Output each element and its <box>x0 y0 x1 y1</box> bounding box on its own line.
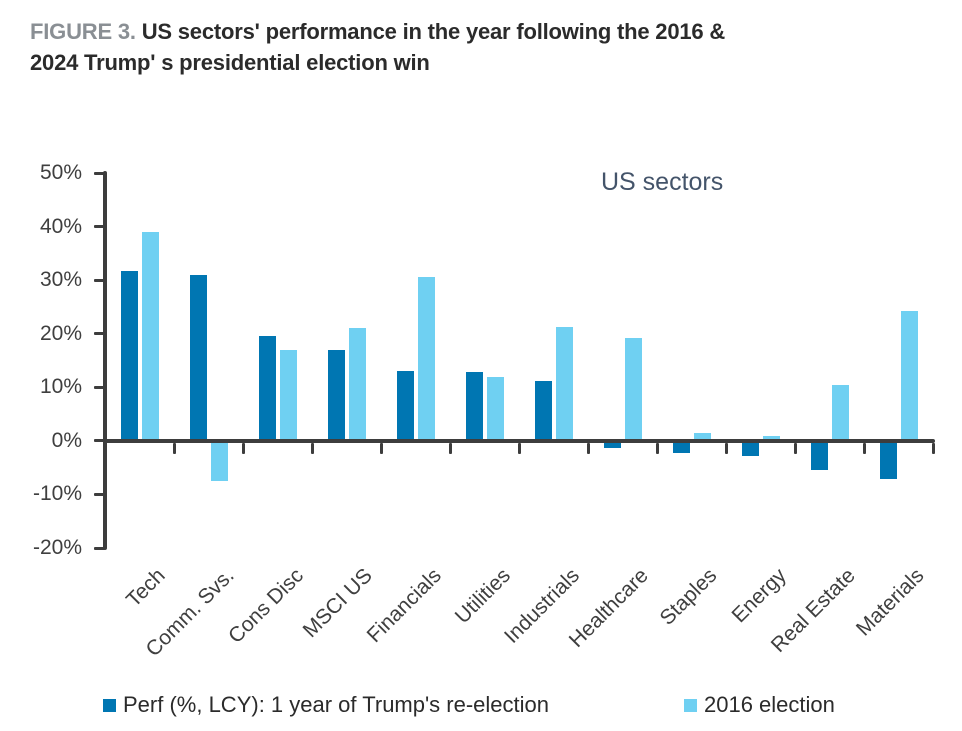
bar-materials-2016 <box>900 310 918 441</box>
y-tick-label-20: 20% <box>39 321 82 345</box>
x-tick-10 <box>793 442 797 454</box>
bar-utilities-2016 <box>486 376 504 441</box>
x-tick-6 <box>517 442 521 454</box>
bar-materials-reelection <box>879 440 897 480</box>
x-tick-3 <box>310 442 314 454</box>
legend-label-reelection: Perf (%, LCY): 1 year of Trump's re-elec… <box>123 692 550 717</box>
y-tick-20 <box>94 332 105 336</box>
bar-msci-us-reelection <box>327 349 345 441</box>
figure-title: FIGURE 3. US sectors' performance in the… <box>30 16 935 78</box>
x-category-label-materials: Materials <box>852 564 929 641</box>
y-tick-label--10: -10% <box>32 482 82 506</box>
legend-item-reelection: Perf (%, LCY): 1 year of Trump's re-elec… <box>103 692 549 718</box>
figure-title-line1: US sectors' performance in the year foll… <box>141 19 726 44</box>
x-category-label-cons-disc: Cons Disc <box>223 564 308 648</box>
bar-msci-us-2016 <box>348 328 366 441</box>
bar-energy-reelection <box>741 440 759 456</box>
figure-title-line2: 2024 Trump' s presidential election win <box>30 50 430 76</box>
bar-cons-disc-2016 <box>279 349 297 441</box>
bar-energy-2016 <box>762 435 780 441</box>
legend-label-2016: 2016 election <box>704 692 835 717</box>
legend-swatch-2016 <box>684 698 697 712</box>
bar-healthcare-reelection <box>603 440 621 448</box>
y-tick-30 <box>94 278 105 282</box>
y-tick-label-0: 0% <box>51 428 82 452</box>
bar-comm-svs-reelection <box>189 274 207 441</box>
y-tick-40 <box>94 225 105 229</box>
y-tick-0 <box>94 439 105 443</box>
y-tick-label-10: 10% <box>39 375 82 399</box>
x-tick-7 <box>586 442 590 454</box>
bar-financials-2016 <box>417 277 435 441</box>
y-tick-label-50: 50% <box>39 161 82 184</box>
bar-real-estate-2016 <box>831 384 849 441</box>
x-tick-2 <box>241 442 245 454</box>
figure-number-label: FIGURE 3. <box>30 19 136 44</box>
bar-staples-2016 <box>693 432 711 441</box>
y-tick-10 <box>94 385 105 389</box>
bar-utilities-reelection <box>465 372 483 441</box>
x-axis-line <box>103 438 935 443</box>
x-tick-11 <box>862 442 866 454</box>
y-tick-label-40: 40% <box>39 214 82 238</box>
bar-staples-reelection <box>672 440 690 453</box>
x-tick-1 <box>172 442 176 454</box>
x-tick-8 <box>655 442 659 454</box>
x-tick-12 <box>931 442 935 454</box>
chart-annotation: US sectors <box>601 168 724 196</box>
y-tick-label-30: 30% <box>39 268 82 292</box>
x-category-label-tech: Tech <box>122 564 170 612</box>
legend-item-2016: 2016 election <box>684 692 835 718</box>
x-category-label-staples: Staples <box>655 564 722 630</box>
y-tick-label--20: -20% <box>32 536 82 559</box>
bar-financials-reelection <box>396 371 414 441</box>
x-category-label-utilities: Utilities <box>450 564 515 629</box>
x-category-label-energy: Energy <box>727 564 791 628</box>
y-axis-line <box>103 171 107 550</box>
x-tick-9 <box>724 442 728 454</box>
bar-comm-svs-2016 <box>210 440 228 482</box>
bar-real-estate-reelection <box>810 440 828 471</box>
bar-industrials-2016 <box>555 327 573 441</box>
x-tick-4 <box>379 442 383 454</box>
bar-tech-2016 <box>141 231 159 441</box>
legend-swatch-reelection <box>103 698 116 712</box>
bar-tech-reelection <box>120 271 138 441</box>
y-tick--20 <box>94 546 105 550</box>
y-tick--10 <box>94 492 105 496</box>
y-tick-50 <box>94 171 105 175</box>
x-category-label-financials: Financials <box>362 564 446 648</box>
bar-industrials-reelection <box>534 380 552 441</box>
x-tick-5 <box>448 442 452 454</box>
bar-healthcare-2016 <box>624 338 642 441</box>
bar-cons-disc-reelection <box>258 336 276 441</box>
